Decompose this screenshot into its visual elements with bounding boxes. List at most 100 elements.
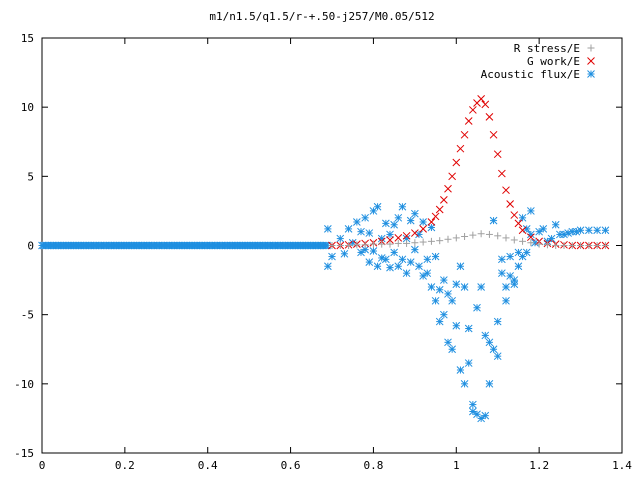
acoustic-flux-point <box>361 213 369 222</box>
acoustic-flux-point <box>406 216 415 225</box>
acoustic-flux-point <box>464 324 473 333</box>
acoustic-flux-point <box>328 252 336 261</box>
series-layer <box>38 95 610 423</box>
acoustic-flux-point <box>456 262 465 271</box>
acoustic-flux-point <box>353 218 361 226</box>
g-work-point <box>386 236 394 244</box>
acoustic-flux-point <box>402 269 411 278</box>
g-work-point <box>460 130 469 139</box>
g-work-point <box>431 212 440 221</box>
r-stress-point <box>369 240 377 248</box>
acoustic-flux-point <box>481 331 490 340</box>
acoustic-flux-point <box>510 280 519 289</box>
acoustic-flux-point <box>427 223 436 232</box>
legend-label: G work/E <box>527 55 580 68</box>
r-stress-point <box>403 239 411 247</box>
acoustic-flux-point <box>460 283 469 291</box>
r-stress-point <box>469 231 477 239</box>
series-0 <box>328 230 609 249</box>
r-stress-point <box>510 236 518 244</box>
acoustic-flux-point <box>518 213 527 222</box>
acoustic-flux-point <box>464 359 473 367</box>
acoustic-flux-point <box>411 245 419 254</box>
g-work-point <box>402 231 411 240</box>
y-tick-label: 0 <box>27 240 34 253</box>
y-tick-label: 10 <box>21 101 34 114</box>
r-stress-point <box>378 240 386 248</box>
acoustic-flux-point <box>522 225 531 233</box>
acoustic-flux-point <box>564 229 572 237</box>
acoustic-flux-point <box>431 296 440 305</box>
g-work-point <box>506 200 514 208</box>
r-stress-point <box>444 235 452 243</box>
g-work-point <box>498 169 506 178</box>
r-stress-point <box>436 237 444 245</box>
legend-label: R stress/E <box>514 42 580 55</box>
r-stress-point <box>535 240 543 248</box>
r-stress-point <box>394 239 402 247</box>
r-stress-point <box>427 237 435 245</box>
acoustic-flux-point <box>324 262 332 271</box>
x-tick-label: 1 <box>453 459 460 472</box>
x-tick-label: 0.6 <box>281 459 301 472</box>
acoustic-flux-point <box>423 269 432 278</box>
legend-marker <box>587 44 595 52</box>
r-stress-point <box>543 241 551 249</box>
x-tick-label: 1.4 <box>612 459 632 472</box>
acoustic-flux-point <box>489 216 498 225</box>
acoustic-flux-point <box>386 263 394 272</box>
y-tick-label: 5 <box>27 170 34 183</box>
acoustic-flux-point <box>539 225 548 233</box>
r-stress-point <box>552 242 560 249</box>
acoustic-flux-point <box>440 276 448 284</box>
r-stress-point <box>361 241 369 249</box>
g-work-point <box>477 95 485 103</box>
g-work-point <box>427 218 436 226</box>
acoustic-flux-point <box>324 225 332 233</box>
acoustic-flux-point <box>357 227 365 236</box>
acoustic-flux-point <box>373 262 382 271</box>
acoustic-flux-point <box>369 247 378 255</box>
acoustic-flux-point <box>502 296 510 305</box>
acoustic-flux-point <box>469 400 477 409</box>
acoustic-flux-point <box>390 248 398 257</box>
r-stress-point <box>345 242 353 249</box>
acoustic-flux-point <box>485 379 494 388</box>
r-stress-point <box>601 242 609 249</box>
g-work-point <box>502 186 510 195</box>
r-stress-point <box>452 234 460 242</box>
acoustic-flux-point <box>365 258 374 266</box>
x-tick-label: 0.4 <box>198 459 218 472</box>
chart-title: m1/n1.5/q1.5/r-+.50-j257/M0.05/512 <box>209 10 434 23</box>
g-work-point <box>464 117 473 125</box>
acoustic-flux-point <box>444 338 452 347</box>
r-stress-point <box>494 232 502 240</box>
r-stress-point <box>411 239 419 247</box>
r-stress-point <box>328 242 336 249</box>
r-stress-point <box>419 238 427 246</box>
acoustic-flux-point <box>398 202 407 211</box>
r-stress-point <box>353 241 361 249</box>
acoustic-flux-point <box>390 220 398 229</box>
acoustic-flux-point <box>585 226 593 235</box>
r-stress-point <box>560 242 568 249</box>
acoustic-flux-point <box>489 345 498 354</box>
acoustic-flux-point <box>551 220 560 229</box>
axis-ticks: 0 0.2 0.4 0.6 0.8 1 1.2 1.4 15 10 5 0 -5 -10 -15 <box>14 32 632 472</box>
acoustic-flux-point <box>415 262 423 271</box>
acoustic-flux-point <box>473 303 481 312</box>
acoustic-flux-point <box>361 245 369 254</box>
x-tick-label: 0.2 <box>115 459 135 472</box>
acoustic-flux-point <box>452 321 461 330</box>
g-work-point <box>448 172 456 181</box>
acoustic-flux-point <box>481 411 490 420</box>
y-tick-label: -15 <box>14 447 34 460</box>
acoustic-flux-point <box>344 225 353 233</box>
acoustic-flux-point <box>440 310 448 319</box>
g-work-point <box>493 150 502 159</box>
acoustic-flux-point <box>452 280 461 289</box>
r-stress-point <box>461 233 469 241</box>
acoustic-flux-point <box>411 209 419 218</box>
r-stress-point <box>593 242 601 249</box>
acoustic-flux-point <box>527 207 535 215</box>
